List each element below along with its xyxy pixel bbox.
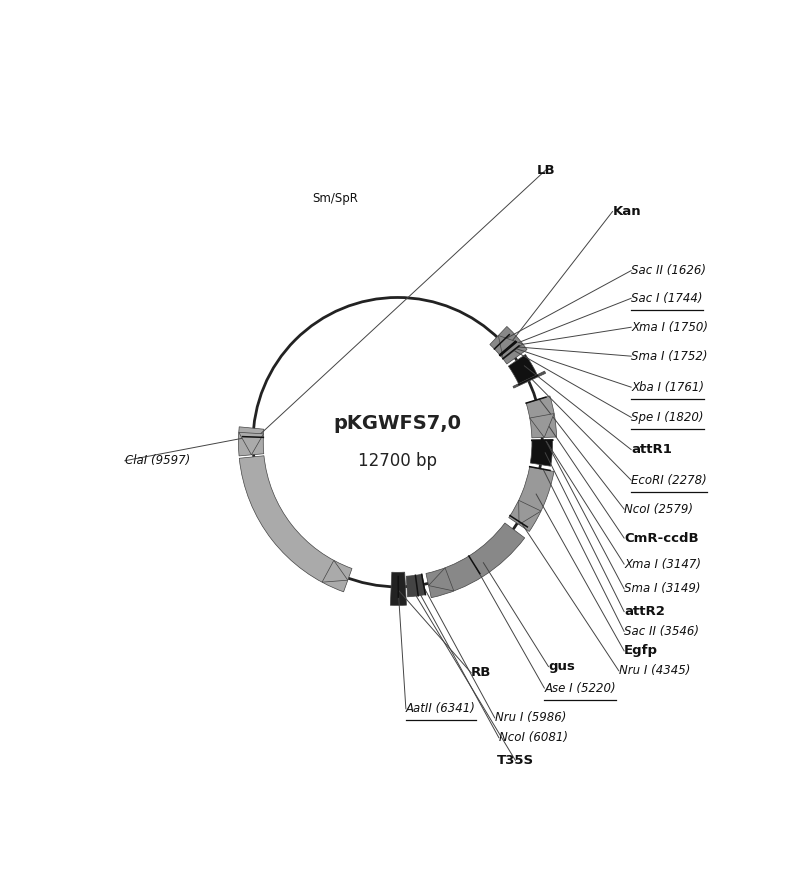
Text: attR1: attR1 [631, 444, 672, 456]
Polygon shape [429, 568, 454, 591]
Polygon shape [498, 335, 522, 359]
Text: Nru I (5986): Nru I (5986) [494, 711, 566, 724]
Wedge shape [509, 467, 554, 531]
Wedge shape [426, 523, 525, 598]
Text: EcoRI (2278): EcoRI (2278) [631, 474, 707, 487]
Text: Nru I (4345): Nru I (4345) [618, 664, 690, 677]
Text: Xba I (1761): Xba I (1761) [631, 381, 704, 393]
Wedge shape [530, 440, 553, 466]
Text: Sma I (3149): Sma I (3149) [624, 582, 701, 595]
Text: Xma I (1750): Xma I (1750) [631, 321, 708, 333]
Text: Kan: Kan [613, 205, 641, 218]
Polygon shape [238, 432, 263, 455]
Wedge shape [513, 371, 546, 388]
Polygon shape [322, 560, 348, 582]
Text: LB: LB [536, 164, 555, 177]
Text: Egfp: Egfp [624, 644, 658, 658]
Wedge shape [390, 573, 406, 606]
Polygon shape [530, 414, 554, 437]
Text: Sm/SpR: Sm/SpR [313, 192, 358, 205]
Text: 12700 bp: 12700 bp [358, 452, 437, 470]
Wedge shape [526, 396, 557, 438]
Text: Spe I (1820): Spe I (1820) [631, 411, 704, 424]
Text: pKGWFS7,0: pKGWFS7,0 [334, 414, 462, 433]
Text: Sac II (1626): Sac II (1626) [631, 264, 706, 277]
Text: NcoI (6081): NcoI (6081) [499, 731, 568, 745]
Wedge shape [490, 326, 527, 364]
Text: NcoI (2579): NcoI (2579) [624, 503, 693, 515]
Text: attR2: attR2 [624, 605, 665, 618]
Text: Sac I (1744): Sac I (1744) [631, 292, 702, 305]
Wedge shape [239, 456, 352, 592]
Text: ClaI (9597): ClaI (9597) [125, 454, 190, 467]
Polygon shape [518, 500, 541, 524]
Text: Xma I (3147): Xma I (3147) [624, 557, 701, 571]
Text: Ase I (5220): Ase I (5220) [544, 682, 616, 694]
Text: RB: RB [471, 667, 491, 679]
Text: T35S: T35S [497, 754, 534, 767]
Text: Sma I (1752): Sma I (1752) [631, 349, 708, 363]
Wedge shape [406, 574, 426, 597]
Text: CmR-ccdB: CmR-ccdB [624, 531, 698, 545]
Wedge shape [238, 426, 264, 456]
Text: gus: gus [549, 660, 575, 673]
Wedge shape [508, 355, 538, 384]
Text: Sac II (3546): Sac II (3546) [624, 625, 699, 638]
Text: AatII (6341): AatII (6341) [406, 702, 476, 715]
